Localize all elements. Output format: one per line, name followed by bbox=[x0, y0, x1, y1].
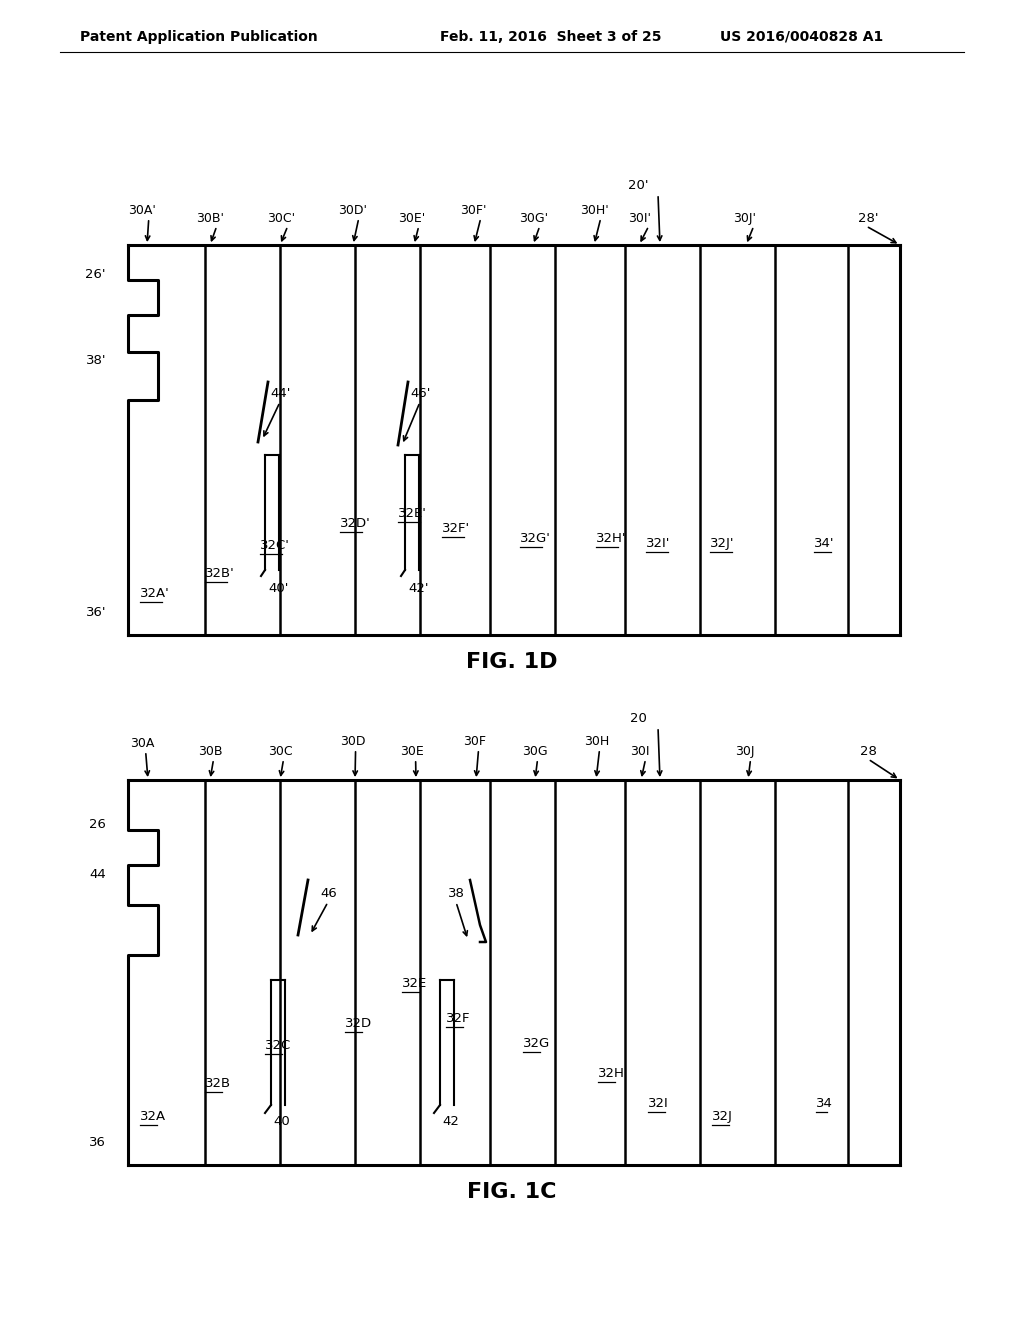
Text: 32F': 32F' bbox=[442, 521, 470, 535]
Text: 20: 20 bbox=[630, 711, 647, 725]
Text: 46: 46 bbox=[319, 887, 337, 900]
Text: 32A: 32A bbox=[140, 1110, 166, 1123]
Text: 30H: 30H bbox=[584, 735, 609, 748]
Text: 38: 38 bbox=[449, 887, 465, 900]
Text: 46': 46' bbox=[410, 387, 430, 400]
Text: 32I': 32I' bbox=[646, 537, 671, 550]
Text: 32I: 32I bbox=[648, 1097, 669, 1110]
Text: 26: 26 bbox=[89, 818, 106, 832]
Text: 32C': 32C' bbox=[260, 539, 290, 552]
Text: 32E': 32E' bbox=[398, 507, 427, 520]
Text: 30A': 30A' bbox=[128, 205, 156, 216]
Text: 30D: 30D bbox=[340, 735, 366, 748]
Text: 34': 34' bbox=[814, 537, 835, 550]
Text: 32D: 32D bbox=[345, 1016, 372, 1030]
Text: 36: 36 bbox=[89, 1135, 106, 1148]
Text: 40: 40 bbox=[273, 1115, 290, 1129]
Text: 32J': 32J' bbox=[710, 537, 734, 550]
Text: 30E: 30E bbox=[400, 744, 424, 758]
Text: FIG. 1C: FIG. 1C bbox=[467, 1181, 557, 1203]
Text: 32C: 32C bbox=[265, 1039, 291, 1052]
Text: 30A: 30A bbox=[130, 737, 155, 750]
Text: 30G': 30G' bbox=[519, 213, 548, 224]
Text: 32G: 32G bbox=[523, 1038, 550, 1049]
Text: 30I': 30I' bbox=[628, 213, 651, 224]
Text: 44': 44' bbox=[270, 387, 291, 400]
Text: 32H': 32H' bbox=[596, 532, 627, 545]
Text: 30H': 30H' bbox=[580, 205, 608, 216]
Text: 30D': 30D' bbox=[338, 205, 367, 216]
Text: 36': 36' bbox=[85, 606, 106, 619]
Text: 32E: 32E bbox=[402, 977, 427, 990]
Text: 30C: 30C bbox=[268, 744, 293, 758]
Text: 30F: 30F bbox=[463, 735, 486, 748]
Text: 32F: 32F bbox=[446, 1012, 470, 1026]
Text: US 2016/0040828 A1: US 2016/0040828 A1 bbox=[720, 30, 884, 44]
Text: 32B: 32B bbox=[205, 1077, 231, 1090]
Text: 32A': 32A' bbox=[140, 587, 170, 601]
Text: FIG. 1D: FIG. 1D bbox=[466, 652, 558, 672]
Text: 30F': 30F' bbox=[460, 205, 486, 216]
Text: 30B: 30B bbox=[198, 744, 222, 758]
Text: Patent Application Publication: Patent Application Publication bbox=[80, 30, 317, 44]
Text: 30I: 30I bbox=[630, 744, 649, 758]
Text: 32B': 32B' bbox=[205, 568, 234, 579]
Text: 30C': 30C' bbox=[267, 213, 295, 224]
Text: 34: 34 bbox=[816, 1097, 833, 1110]
Text: 28': 28' bbox=[858, 213, 879, 224]
Text: 30B': 30B' bbox=[196, 213, 224, 224]
Text: 30J: 30J bbox=[735, 744, 755, 758]
Text: 28: 28 bbox=[860, 744, 877, 758]
Text: 40': 40' bbox=[268, 582, 289, 595]
Text: 30G: 30G bbox=[522, 744, 548, 758]
Text: 20': 20' bbox=[628, 180, 648, 191]
Text: 32G': 32G' bbox=[520, 532, 551, 545]
Text: Feb. 11, 2016  Sheet 3 of 25: Feb. 11, 2016 Sheet 3 of 25 bbox=[440, 30, 662, 44]
Text: 26': 26' bbox=[85, 268, 106, 281]
Text: 30E': 30E' bbox=[398, 213, 425, 224]
Text: 44: 44 bbox=[89, 869, 106, 882]
Text: 42: 42 bbox=[442, 1115, 459, 1129]
Text: 30J': 30J' bbox=[733, 213, 756, 224]
Text: 32D': 32D' bbox=[340, 517, 371, 531]
Text: 32J: 32J bbox=[712, 1110, 733, 1123]
Text: 32H: 32H bbox=[598, 1067, 625, 1080]
Text: 42': 42' bbox=[408, 582, 428, 595]
Text: 38': 38' bbox=[85, 354, 106, 367]
